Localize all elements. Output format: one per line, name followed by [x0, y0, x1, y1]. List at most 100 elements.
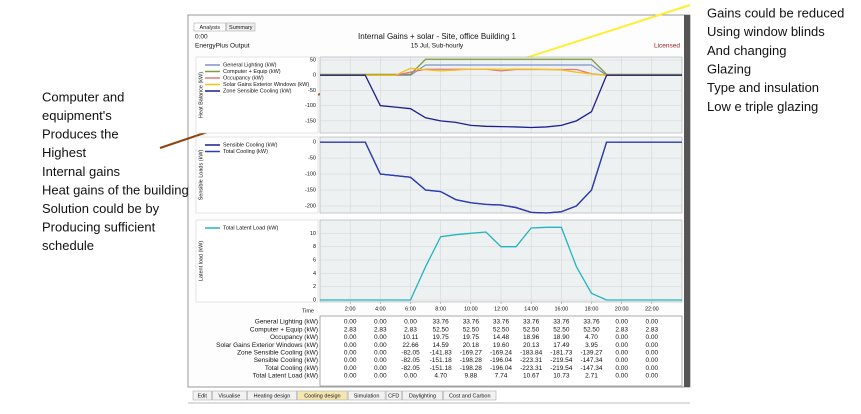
bottom-tab[interactable] [247, 390, 297, 401]
tab-label: Summary [229, 25, 253, 31]
legend-label: Solar Gains Exterior Windows (kW) [223, 82, 309, 88]
table-cell: 2.83 [344, 326, 357, 333]
table-cell: -223.31 [520, 357, 542, 364]
bottom-tab[interactable] [443, 390, 497, 401]
table-cell: 0.00 [374, 365, 387, 372]
table-cell: 2.83 [404, 326, 417, 333]
table-cell: 0.00 [646, 319, 659, 326]
source-label: EnergyPlus Output [195, 43, 250, 50]
table-cell: -139.27 [580, 350, 602, 357]
x-tick-label: 12:00 [494, 306, 508, 312]
table-cell: -169.27 [460, 350, 482, 357]
annotation-right: Glazing [707, 62, 751, 77]
tab[interactable] [193, 22, 226, 32]
bottom-tab-label: Daylighting [409, 393, 436, 399]
y-tick-label: 0 [313, 140, 316, 146]
table-cell: 19.60 [493, 342, 510, 349]
table-cell: 33.76 [493, 319, 510, 326]
scrollbar [684, 15, 690, 387]
bottom-tab[interactable] [297, 390, 348, 401]
y-axis-label: Latent load (kW) [198, 241, 204, 282]
y-tick-label: 8 [313, 244, 316, 250]
table-cell: 0.00 [374, 350, 387, 357]
time-label: 0:00 [195, 34, 208, 41]
table-cell: -196.04 [490, 365, 512, 372]
y-axis-label: Sensible Loads (kW) [198, 149, 204, 200]
table-cell: -141.83 [430, 350, 452, 357]
table-cell: 0.00 [344, 373, 357, 380]
table-row-label: Total Latent Load (kW) [253, 373, 318, 380]
table-cell: 52.50 [433, 326, 450, 333]
table-cell: -151.18 [430, 357, 452, 364]
table-cell: 2.71 [585, 373, 598, 380]
table-cell: -219.54 [550, 357, 572, 364]
annotation-right: And changing [707, 43, 787, 58]
annotation-right: Gains could be reduced [707, 5, 844, 20]
table-cell: 52.50 [553, 326, 570, 333]
annotation-left: Highest [42, 145, 86, 160]
legend-label: General Lighting (kW) [223, 62, 277, 68]
bottom-tab[interactable] [402, 390, 443, 401]
series-line [320, 58, 682, 76]
annotation-right: Using window blinds [707, 24, 825, 39]
table-cell: 0.00 [615, 357, 628, 364]
bottom-tab[interactable] [212, 390, 247, 401]
table-cell: 0.00 [646, 334, 659, 341]
table-cell: 17.49 [553, 342, 570, 349]
spacer [194, 320, 196, 321]
table-cell: 0.00 [344, 357, 357, 364]
annotation-left: Internal gains [42, 164, 121, 179]
series-line [320, 226, 682, 301]
table-cell: 4.70 [585, 334, 598, 341]
table-cell: -181.73 [550, 350, 572, 357]
x-axis-label: Time [302, 308, 314, 314]
legend-label: Zone Sensible Cooling (kW) [223, 88, 292, 94]
y-tick-label: 4 [313, 271, 316, 277]
table-cell: 0.00 [646, 342, 659, 349]
x-tick-label: 20:00 [615, 306, 629, 312]
table-row-label: Sensible Cooling (kW) [254, 357, 318, 364]
legend-box [195, 136, 319, 214]
bottom-tab[interactable] [192, 390, 212, 401]
y-tick-label: -200 [305, 203, 316, 209]
table-cell: 19.75 [433, 334, 450, 341]
table-row-label: Zone Sensible Cooling (kW) [237, 350, 318, 357]
y-tick-label: -100 [305, 171, 316, 177]
table-cell: 52.50 [583, 326, 600, 333]
annotation-left: Produces the [42, 127, 119, 142]
x-tick-label: 2:00 [345, 306, 356, 312]
table-cell: -82.05 [401, 365, 420, 372]
annotation-left: Heat gains of the building [42, 182, 189, 197]
tab[interactable] [226, 22, 256, 32]
table-cell: 33.76 [583, 319, 600, 326]
window-title: Internal Gains + solar - Site, office Bu… [358, 32, 516, 41]
bottom-tab[interactable] [347, 390, 386, 401]
table-cell: 14.59 [433, 342, 450, 349]
legend-label: Computer + Equip (kW) [223, 69, 281, 75]
table-cell: 33.76 [553, 319, 570, 326]
table-cell: 14.48 [493, 334, 510, 341]
annotation-left: equipment's [42, 108, 112, 123]
table-cell: -183.84 [520, 350, 542, 357]
table-cell: 2.83 [615, 326, 628, 333]
table-cell: 0.00 [344, 334, 357, 341]
series-line [320, 141, 682, 214]
bottom-tab-label: Simulation [354, 393, 380, 399]
y-tick-label: 2 [313, 284, 316, 290]
annotation-right: Type and insulation [707, 80, 819, 95]
series-line [320, 74, 682, 129]
table-cell: -223.31 [520, 365, 542, 372]
table-cell: 2.83 [374, 326, 387, 333]
table-cell: 33.76 [433, 319, 450, 326]
table-cell: 2.83 [646, 326, 659, 333]
bottom-tab[interactable] [385, 390, 402, 401]
table-cell: -147.34 [580, 357, 602, 364]
x-tick-label: 4:00 [375, 306, 386, 312]
table-cell: -169.24 [490, 350, 512, 357]
license-label: Licensed [654, 43, 680, 50]
annotation-left: schedule [42, 238, 94, 253]
y-tick-label: 6 [313, 257, 316, 263]
table-row-label: General Lighting (kW) [255, 319, 318, 326]
